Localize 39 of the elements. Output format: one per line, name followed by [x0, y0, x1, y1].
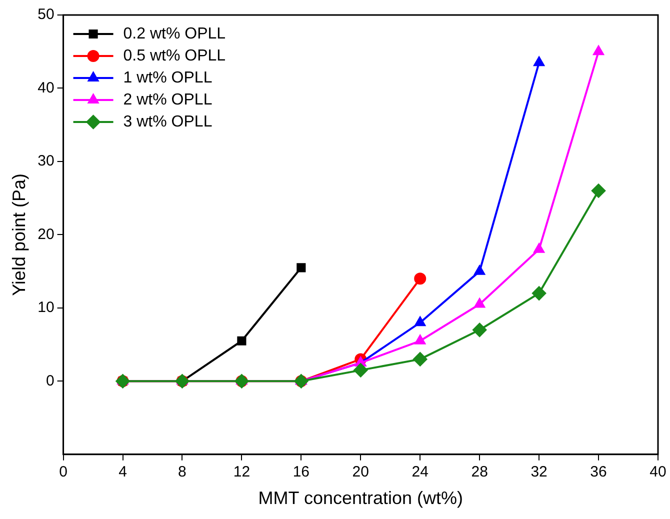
x-axis-title: MMT concentration (wt%) — [258, 488, 464, 508]
x-tick-label: 8 — [178, 464, 186, 481]
x-tick-label: 24 — [412, 464, 428, 481]
x-tick-label: 20 — [352, 464, 369, 481]
x-tick-label: 36 — [590, 464, 607, 481]
point — [474, 298, 485, 308]
x-tick-label: 16 — [292, 464, 310, 481]
point — [414, 316, 426, 326]
point — [593, 46, 604, 56]
y-tick-label: 20 — [38, 226, 54, 243]
x-tick-label: 4 — [118, 464, 127, 481]
point — [413, 352, 428, 366]
point — [472, 322, 487, 337]
legend-label: 0.5 wt% OPLL — [123, 47, 226, 64]
point — [474, 265, 485, 275]
y-tick-label: 10 — [38, 299, 54, 316]
point — [534, 243, 544, 253]
y-tick-label: 40 — [38, 79, 54, 96]
point — [532, 286, 546, 300]
x-tick-label: 12 — [233, 464, 250, 481]
point — [354, 363, 368, 378]
x-tick-label: 0 — [59, 464, 68, 481]
y-tick-label: 30 — [38, 152, 54, 170]
y-tick-label: 50 — [38, 6, 54, 24]
point — [534, 56, 544, 66]
legend-label: 3 wt% OPLL — [123, 113, 212, 130]
x-tick-label: 40 — [650, 464, 666, 481]
point — [414, 272, 426, 285]
point — [237, 336, 246, 346]
legend-label: 1 wt% OPLL — [123, 69, 212, 86]
x-tick-label: 32 — [530, 464, 548, 481]
point — [296, 263, 306, 272]
y-axis-title: Yield point (Pa) — [8, 173, 29, 296]
y-tick-label: 0 — [46, 372, 54, 390]
point — [592, 184, 606, 198]
legend-label: 2 wt% OPLL — [123, 91, 212, 108]
x-tick-label: 28 — [471, 464, 488, 481]
point — [414, 334, 426, 344]
legend-label: 0.2 wt% OPLL — [123, 25, 226, 42]
